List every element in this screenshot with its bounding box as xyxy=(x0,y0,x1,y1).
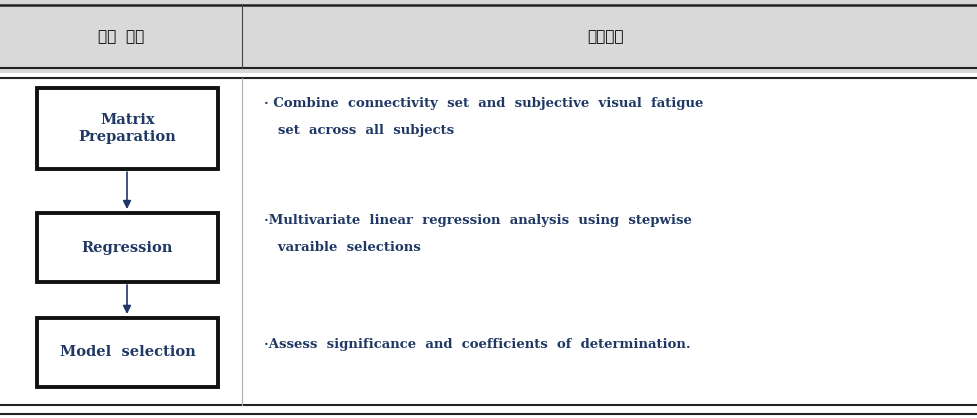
Text: ·Multivariate  linear  regression  analysis  using  stepwise: ·Multivariate linear regression analysis… xyxy=(264,214,692,227)
Text: · Combine  connectivity  set  and  subjective  visual  fatigue: · Combine connectivity set and subjectiv… xyxy=(264,97,703,110)
FancyBboxPatch shape xyxy=(37,88,218,169)
Text: 세부내용: 세부내용 xyxy=(587,29,624,44)
FancyBboxPatch shape xyxy=(0,0,977,73)
Text: Regression: Regression xyxy=(82,241,173,255)
Text: Matrix
Preparation: Matrix Preparation xyxy=(78,113,177,144)
FancyBboxPatch shape xyxy=(37,213,218,282)
Text: Model  selection: Model selection xyxy=(60,345,195,359)
Text: 적용  절차: 적용 절차 xyxy=(98,29,145,44)
Text: varaible  selections: varaible selections xyxy=(264,241,420,254)
Text: set  across  all  subjects: set across all subjects xyxy=(264,124,454,137)
FancyBboxPatch shape xyxy=(37,318,218,387)
Text: ·Assess  significance  and  coefficients  of  determination.: ·Assess significance and coefficients of… xyxy=(264,338,691,352)
